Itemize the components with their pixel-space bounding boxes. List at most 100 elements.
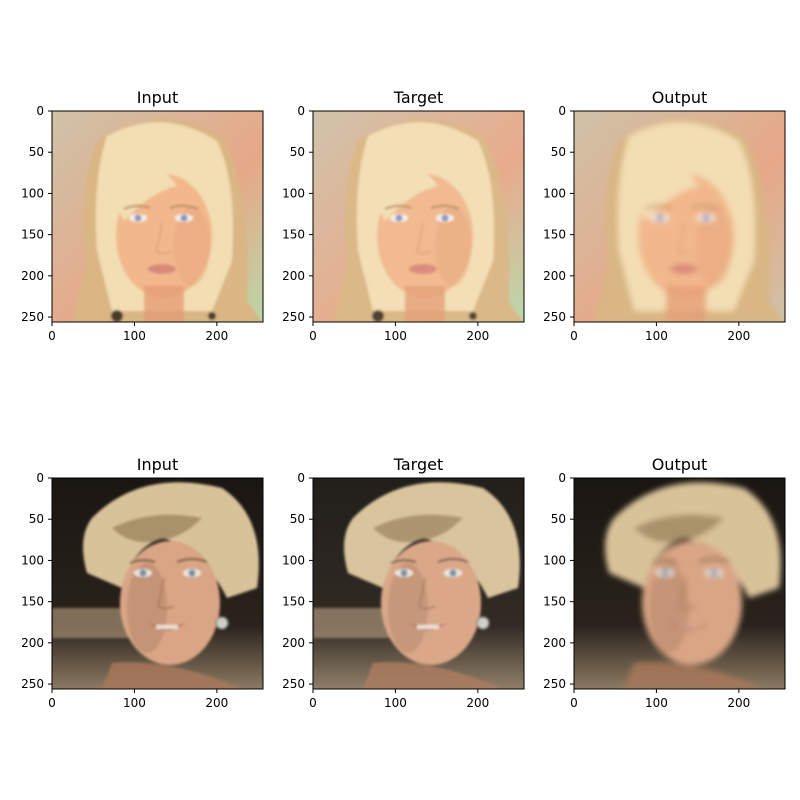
eye-left: [661, 569, 669, 577]
eye-right: [441, 214, 449, 222]
y-tick-label: 0: [297, 104, 305, 118]
x-tick-label: 200: [466, 329, 489, 343]
x-tick-label: 200: [205, 329, 228, 343]
x-tick-label: 200: [205, 696, 228, 710]
axes-frame: [312, 477, 525, 690]
y-tick-label: 0: [297, 471, 305, 485]
y-tick-label: 250: [282, 310, 305, 324]
y-tick-label: 100: [543, 186, 566, 200]
sofa: [313, 608, 393, 638]
eye-right: [449, 569, 457, 577]
x-tick-label: 0: [570, 329, 578, 343]
eye-right: [188, 569, 196, 577]
x-tick-label: 0: [570, 696, 578, 710]
y-tick-label: 200: [21, 269, 44, 283]
axes-frame: [51, 110, 264, 323]
panel-0-2: Output 0 100 200 0 50 100 150 200 250: [543, 88, 786, 343]
y-tick-label: 200: [282, 269, 305, 283]
panel-title: Output: [652, 455, 708, 474]
y-tick-label: 250: [282, 677, 305, 691]
axes-frame: [312, 110, 525, 323]
face-image: [52, 111, 263, 322]
y-tick-label: 250: [21, 677, 44, 691]
jewel: [372, 310, 384, 322]
lips: [670, 264, 698, 274]
eye-right: [702, 214, 710, 222]
x-tick-label: 0: [309, 696, 317, 710]
panel-0-1: Target 0 100 200 0 50 100 150 200 250: [282, 88, 525, 343]
y-tick-label: 250: [543, 677, 566, 691]
bangs: [632, 150, 699, 221]
panel-title: Output: [652, 88, 708, 107]
face-image: [52, 478, 263, 689]
panel-title: Input: [137, 88, 178, 107]
x-tick-label: 100: [384, 696, 407, 710]
sofa: [52, 608, 132, 638]
panel-1-1: Target 0 100 200 0 50 100 150 200 250: [282, 455, 525, 710]
eye-left: [400, 569, 408, 577]
y-tick-label: 100: [282, 553, 305, 567]
hair: [344, 482, 520, 598]
panel-title: Input: [137, 455, 178, 474]
y-tick-label: 200: [543, 636, 566, 650]
y-tick-label: 100: [282, 186, 305, 200]
x-tick-label: 100: [384, 329, 407, 343]
y-tick-label: 150: [543, 228, 566, 242]
panel-1-0: Input 0 100 200 0 50 100 150 200 250: [21, 455, 264, 710]
eye-left: [134, 214, 142, 222]
x-tick-label: 100: [123, 696, 146, 710]
y-tick-label: 50: [29, 512, 44, 526]
axes-frame: [573, 110, 786, 323]
y-tick-label: 0: [558, 471, 566, 485]
y-tick-label: 100: [21, 186, 44, 200]
earring: [215, 616, 229, 630]
face-image: [313, 478, 524, 689]
earring: [476, 616, 490, 630]
y-tick-label: 150: [282, 228, 305, 242]
panel-0-0: Input 0 100 200 0 50 100 150 200 250: [21, 88, 264, 343]
eye-right: [180, 214, 188, 222]
eye-left: [139, 569, 147, 577]
axes-frame: [573, 477, 786, 690]
y-tick-label: 200: [543, 269, 566, 283]
y-tick-label: 250: [21, 310, 44, 324]
y-tick-label: 50: [290, 145, 305, 159]
x-tick-label: 200: [727, 329, 750, 343]
y-tick-label: 100: [543, 553, 566, 567]
hair: [605, 482, 781, 598]
y-tick-label: 50: [551, 512, 566, 526]
y-tick-label: 0: [36, 471, 44, 485]
y-tick-label: 50: [29, 145, 44, 159]
face-image: [313, 111, 524, 322]
y-tick-label: 0: [36, 104, 44, 118]
y-tick-label: 200: [282, 636, 305, 650]
face-image: [574, 111, 785, 322]
eye-left: [656, 214, 664, 222]
x-tick-label: 100: [645, 696, 668, 710]
hair: [83, 482, 259, 598]
axes-frame: [51, 477, 264, 690]
x-tick-label: 0: [48, 329, 56, 343]
lips: [409, 264, 437, 274]
y-tick-label: 0: [558, 104, 566, 118]
eye-left: [395, 214, 403, 222]
jewel: [111, 310, 123, 322]
panel-title: Target: [393, 88, 444, 107]
panel-1-2: Output 0 100 200 0 50 100 150 200 250: [543, 455, 786, 710]
x-tick-label: 200: [727, 696, 750, 710]
y-tick-label: 100: [21, 553, 44, 567]
lips: [148, 264, 176, 274]
eye-right: [710, 569, 718, 577]
x-tick-label: 200: [466, 696, 489, 710]
y-tick-label: 50: [551, 145, 566, 159]
y-tick-label: 250: [543, 310, 566, 324]
y-tick-label: 200: [21, 636, 44, 650]
y-tick-label: 150: [21, 228, 44, 242]
y-tick-label: 50: [290, 512, 305, 526]
y-tick-label: 150: [21, 595, 44, 609]
x-tick-label: 100: [645, 329, 668, 343]
x-tick-label: 0: [48, 696, 56, 710]
x-tick-label: 0: [309, 329, 317, 343]
x-tick-label: 100: [123, 329, 146, 343]
